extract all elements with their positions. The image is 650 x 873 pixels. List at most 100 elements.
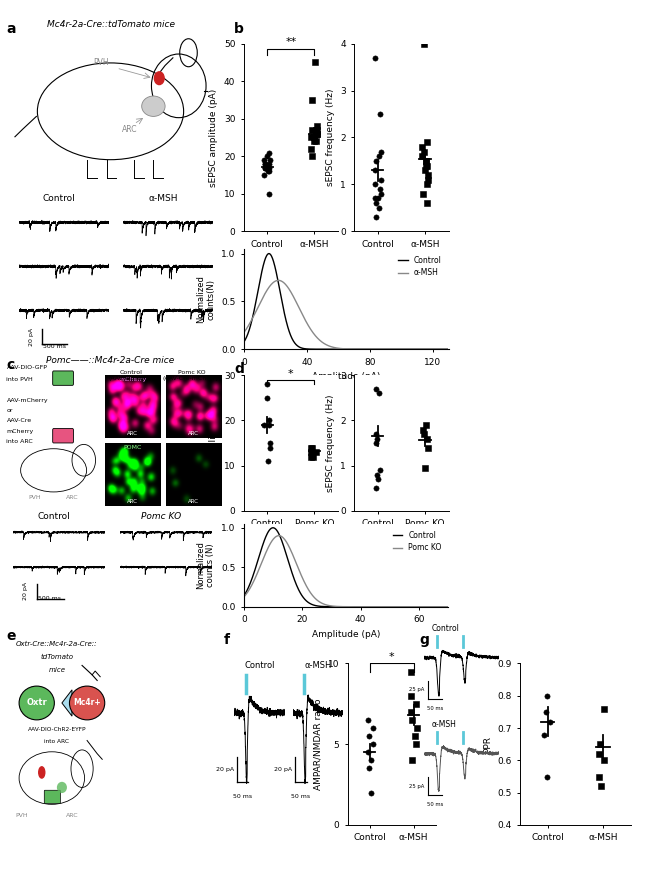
Text: Oxtr: Oxtr [27,698,47,707]
Text: 50 ms: 50 ms [427,801,443,807]
Point [306,131,317,145]
Text: PVH: PVH [93,58,109,67]
Point [594,747,604,761]
α-MSH [333,343,341,354]
Point [374,201,385,215]
Point [312,123,322,137]
Point [541,705,551,719]
Circle shape [39,766,45,778]
Text: or: or [6,409,13,414]
Point [309,131,320,145]
Point [411,737,422,751]
Control [369,601,377,612]
Text: ARC: ARC [122,125,138,134]
Ellipse shape [57,782,67,793]
Control [322,601,330,612]
Text: AAV-Cre: AAV-Cre [6,418,32,423]
Point [370,210,381,224]
Point [263,157,274,171]
Text: *: * [389,652,395,662]
Text: 20 pA: 20 pA [29,327,34,346]
Point [264,161,274,175]
Point [310,56,320,70]
Point [542,689,552,703]
Control [389,601,397,612]
Line: Control: Control [244,528,448,607]
Text: 500 ms: 500 ms [38,596,61,601]
Y-axis label: sEPSC amplitude (pA): sEPSC amplitude (pA) [209,88,218,187]
Point [596,780,606,794]
Point [309,131,320,145]
Control [265,526,272,537]
Text: g: g [419,633,429,647]
Point [376,187,386,201]
α-MSH [276,275,284,285]
α-MSH [293,298,301,308]
Point [373,149,384,163]
Point [370,382,381,396]
Point [599,702,609,716]
Point [422,441,433,455]
Text: α-MSH: α-MSH [432,720,456,729]
Control [388,601,396,612]
Text: **: ** [285,38,296,47]
Text: Pomc——::Mc4r-2a-Cre mice: Pomc——::Mc4r-2a-Cre mice [46,356,175,365]
Control [333,344,341,354]
X-axis label: Amplitude (pA): Amplitude (pA) [312,629,380,639]
Point [262,149,272,163]
Point [306,441,317,455]
Point [363,746,373,760]
Text: AAV-DIO-ChR2-EYFP: AAV-DIO-ChR2-EYFP [27,727,86,732]
Point [370,436,381,450]
Control [445,601,452,612]
Control [395,344,402,354]
Ellipse shape [142,96,165,116]
Point [421,418,432,432]
Text: Mc4r-2a-Cre::tdTomato mice: Mc4r-2a-Cre::tdTomato mice [47,20,174,29]
Pomc KO [445,601,452,612]
Point [421,154,431,168]
Point [261,391,272,405]
Pomc KO [369,601,377,612]
Point [265,441,275,455]
Text: mice: mice [48,667,66,673]
Point [265,153,276,167]
X-axis label: Amplitude (pA): Amplitude (pA) [312,372,380,382]
Y-axis label: PPR: PPR [483,736,492,753]
Point [265,436,275,450]
α-MSH [274,275,282,285]
Pomc KO [389,601,397,612]
Point [307,123,317,137]
Y-axis label: sEPSC frequency (Hz): sEPSC frequency (Hz) [326,89,335,186]
Control [377,344,385,354]
Y-axis label: Normalized
counts(N): Normalized counts(N) [196,275,216,323]
Point [264,146,274,160]
Text: d: d [234,362,244,376]
Text: c: c [6,358,15,372]
Point [423,168,434,182]
Point [311,127,322,141]
Control [361,344,369,354]
FancyBboxPatch shape [44,790,60,803]
Text: ARC: ARC [127,431,138,436]
Point [264,164,274,178]
Point [422,177,432,191]
Point [312,127,322,141]
Control [240,337,248,347]
Point [306,450,317,464]
Point [306,445,317,459]
Control [307,599,315,609]
Point [420,461,430,475]
Point [419,163,430,177]
Text: 25 pA: 25 pA [409,784,424,788]
α-MSH [445,344,452,354]
Text: into ARC: into ARC [44,739,70,744]
Control [269,523,277,533]
Point [263,164,274,178]
Point [309,134,319,148]
Text: Control
(AAV-mCherry): Control (AAV-mCherry) [108,370,155,381]
Point [365,753,376,767]
Point [418,423,428,436]
Point [407,753,417,767]
Point [364,761,374,775]
